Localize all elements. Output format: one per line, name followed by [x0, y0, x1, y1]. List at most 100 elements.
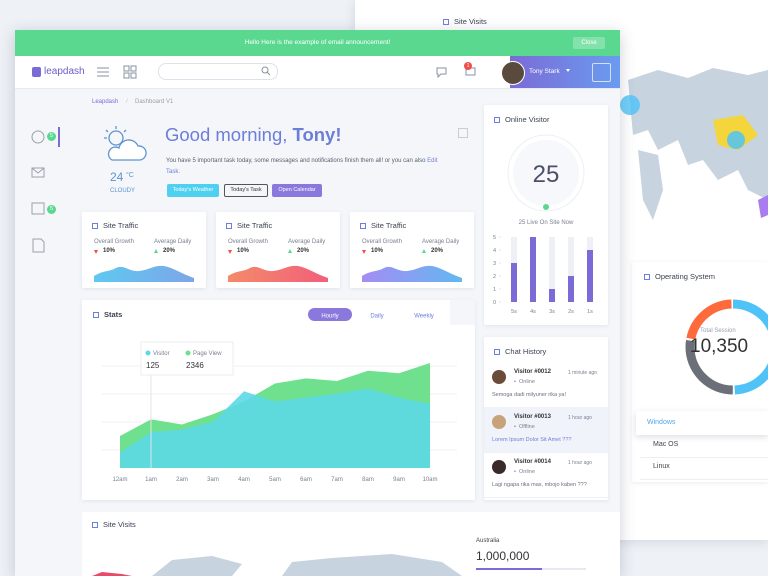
- stats-card: Stats Hourly Daily Weekly 12am 1am 2am 3am 4am 5…: [82, 300, 475, 500]
- visitor-count: 25: [532, 161, 560, 188]
- weather-icon: [104, 126, 147, 161]
- chat-status: Online: [519, 469, 535, 475]
- user-caret: [566, 69, 570, 72]
- os-title: Operating System: [644, 272, 715, 281]
- breadcrumb: Dashboard V1: [135, 99, 174, 105]
- daily-value: 20%: [163, 248, 176, 254]
- average-label: Average Daily: [288, 239, 326, 245]
- user-name: Tony Stark: [529, 68, 560, 75]
- traffic-title: Site Traffic: [360, 221, 406, 230]
- os-title-text: Operating System: [655, 272, 716, 281]
- chat-message[interactable]: Visitor #0013 1 hour ago • Offline Lorem Ips…: [484, 407, 608, 453]
- os-divider: [640, 457, 768, 458]
- greeting-title: Good morning, Tony!: [165, 124, 342, 146]
- text-el: 4am: [238, 477, 250, 483]
- traffic-title-text: Site Traffic: [237, 221, 273, 230]
- os-name[interactable]: Mac OS: [653, 441, 679, 448]
- bar: [530, 237, 536, 302]
- average-label: Average Daily: [422, 239, 460, 245]
- chat-avatar: [492, 460, 506, 474]
- chat-avatar: [492, 415, 506, 429]
- chat-time: 1 hour ago: [568, 460, 592, 466]
- stats-title: Stats: [93, 310, 122, 319]
- daily-value: 20%: [431, 248, 444, 254]
- traffic-title-text: Site Traffic: [103, 221, 139, 230]
- os-card: Operating System Total Session 10,350: [632, 262, 768, 482]
- chat-text: Semoga dadi milyuner rika ya!: [492, 392, 566, 398]
- collapse-button[interactable]: [458, 128, 468, 138]
- text-el: 2am: [176, 477, 188, 483]
- bar: [549, 289, 555, 302]
- active-tab[interactable]: [308, 308, 352, 321]
- status-dot: •: [514, 379, 516, 385]
- calendar-button[interactable]: Open Calendar: [272, 184, 322, 197]
- notification-badge: 1: [464, 62, 472, 70]
- visitor-caption: 25 Live On Site Now: [518, 220, 574, 226]
- bottom-map: [92, 554, 462, 576]
- bar-track: [549, 237, 555, 302]
- tooltip: [140, 341, 234, 376]
- total-value: 10,350: [690, 336, 749, 357]
- text-el: 1s: [587, 309, 593, 315]
- text-el: 12am: [112, 477, 127, 483]
- site-visits-title-text: Site Visits: [103, 520, 136, 529]
- chat-message[interactable]: Visitor #0012 1 minute ago • Online Semoga d…: [484, 362, 608, 408]
- back-title-text: Site Visits: [454, 17, 487, 26]
- os-active-row[interactable]: [636, 411, 768, 435]
- status-dot: •: [514, 469, 516, 475]
- online-title-text: Online Visitor: [505, 115, 550, 124]
- nav-icons: [97, 65, 137, 79]
- sparkline: [362, 265, 462, 282]
- chat-status: Offline: [519, 424, 535, 430]
- breadcrumb-sep: /: [126, 99, 128, 105]
- text-el: 8am: [362, 477, 374, 483]
- os-name[interactable]: Windows: [647, 419, 676, 426]
- text-el: 7am: [331, 477, 343, 483]
- total-label: Total Session: [700, 328, 736, 334]
- task-button[interactable]: Today's Task: [224, 184, 268, 197]
- chat-name: Visitor #0013: [514, 414, 551, 420]
- search-box[interactable]: [158, 63, 278, 80]
- visitor-dial: [507, 134, 585, 212]
- brand-logo: [32, 67, 41, 77]
- temperature: 24: [110, 170, 124, 184]
- progress-track: [476, 568, 586, 570]
- text-el[interactable]: Daily: [370, 314, 383, 320]
- chat-message[interactable]: Visitor #0014 1 hour ago • Online Lagi ngapa…: [484, 452, 608, 498]
- settings-button[interactable]: [592, 63, 611, 82]
- chat-title-text: Chat History: [505, 347, 547, 356]
- close-button[interactable]: Close: [573, 37, 605, 49]
- traffic-card: Site Traffic Overall Growth Average Daily 1…: [350, 212, 474, 288]
- text-el[interactable]: Hourly: [321, 314, 338, 320]
- sidebar: [31, 127, 60, 253]
- user-area[interactable]: Tony Stark: [501, 56, 620, 88]
- bar-track: [568, 237, 574, 302]
- edit-task-link[interactable]: Edit Task.: [166, 158, 438, 175]
- text-el: 3am: [207, 477, 219, 483]
- refresh-button[interactable]: [450, 300, 475, 325]
- announcement-bar: Hello Here is the example of email annou…: [15, 30, 620, 56]
- breadcrumb[interactable]: Leapdash: [92, 99, 119, 105]
- up-arrow: [154, 249, 158, 253]
- weather-button[interactable]: Today's Weather: [167, 184, 219, 197]
- text-el: 1am: [145, 477, 157, 483]
- chat-title: Chat History: [494, 347, 546, 356]
- text-el[interactable]: Weekly: [414, 314, 434, 320]
- text-el: 2: [493, 274, 496, 280]
- text-el: 1: [493, 287, 496, 293]
- brand[interactable]: leapdash: [44, 66, 85, 77]
- text-el: Visitor: [153, 351, 170, 357]
- back-title: Site Visits: [443, 17, 487, 26]
- text-el: 125: [146, 361, 160, 370]
- traffic-title: Site Traffic: [226, 221, 272, 230]
- os-donut: [685, 299, 768, 395]
- text-el: 5s: [511, 309, 517, 315]
- text-el: 2s: [568, 309, 574, 315]
- online-title: Online Visitor: [494, 115, 549, 124]
- os-name[interactable]: Linux: [653, 463, 670, 470]
- announcement-text: Hello Here is the example of email annou…: [244, 39, 391, 46]
- site-visits-card: Site Visits Australia 1,000,000: [82, 512, 620, 576]
- salutation: Good morning,: [165, 124, 288, 145]
- sparkline: [94, 265, 194, 282]
